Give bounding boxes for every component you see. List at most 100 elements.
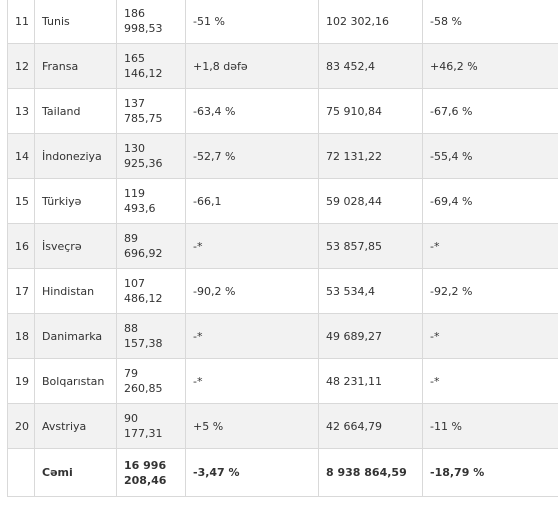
value1-line: 137 (124, 97, 145, 110)
change2-cell: -11 % (422, 403, 558, 449)
table-row: 18 Danimarka 88 157,38 -* 49 689,27 -* (7, 313, 558, 359)
value1-line: 785,75 (124, 112, 163, 125)
total-value1-cell: 16 996 208,46 (116, 448, 186, 497)
total-change1-cell: -3,47 % (185, 448, 319, 497)
value1-line: 146,12 (124, 67, 163, 80)
value1-line: 486,12 (124, 292, 163, 305)
value1-line: 260,85 (124, 382, 163, 395)
value2-cell: 53 534,4 (318, 268, 423, 314)
country-cell: Hindistan (34, 268, 117, 314)
value1-cell: 186 998,53 (116, 0, 186, 44)
rank-cell: 17 (7, 268, 35, 314)
value1-line: 186 (124, 7, 145, 20)
change2-cell: -69,4 % (422, 178, 558, 224)
value2-cell: 102 302,16 (318, 0, 423, 44)
total-row: Cəmi 16 996 208,46 -3,47 % 8 938 864,59 -… (7, 448, 558, 497)
value1-line: 90 (124, 412, 138, 425)
change1-cell: -* (185, 223, 319, 269)
value1-line: 998,53 (124, 22, 163, 35)
change2-cell: -58 % (422, 0, 558, 44)
table-row: 14 İndoneziya 130 925,36 -52,7 % 72 131,2… (7, 133, 558, 179)
change1-cell: -66,1 (185, 178, 319, 224)
table-row: 15 Türkiyə 119 493,6 -66,1 59 028,44 -69,… (7, 178, 558, 224)
rank-cell: 15 (7, 178, 35, 224)
table-row: 20 Avstriya 90 177,31 +5 % 42 664,79 -11 … (7, 403, 558, 449)
value2-cell: 83 452,4 (318, 43, 423, 89)
value1-line: 79 (124, 367, 138, 380)
value1-line: 925,36 (124, 157, 163, 170)
country-cell: Avstriya (34, 403, 117, 449)
value1-cell: 107 486,12 (116, 268, 186, 314)
value1-cell: 88 157,38 (116, 313, 186, 359)
value1-cell: 90 177,31 (116, 403, 186, 449)
table-row: 16 İsveçrə 89 696,92 -* 53 857,85 -* (7, 223, 558, 269)
change1-cell: +5 % (185, 403, 319, 449)
total-change2-cell: -18,79 % (422, 448, 558, 497)
value1-line: 165 (124, 52, 145, 65)
change1-cell: -52,7 % (185, 133, 319, 179)
table-row: 11 Tunis 186 998,53 -51 % 102 302,16 -58 … (7, 0, 558, 44)
change1-cell: +1,8 dəfə (185, 43, 319, 89)
change1-cell: -90,2 % (185, 268, 319, 314)
table-row: 13 Tailand 137 785,75 -63,4 % 75 910,84 -… (7, 88, 558, 134)
table-row: 17 Hindistan 107 486,12 -90,2 % 53 534,4 … (7, 268, 558, 314)
statistics-table: 11 Tunis 186 998,53 -51 % 102 302,16 -58 … (7, 0, 558, 497)
change1-cell: -* (185, 358, 319, 404)
value2-cell: 75 910,84 (318, 88, 423, 134)
value1-line: 177,31 (124, 427, 163, 440)
change2-cell: -67,6 % (422, 88, 558, 134)
value1-line: 107 (124, 277, 145, 290)
value1-line: 88 (124, 322, 138, 335)
rank-cell: 11 (7, 0, 35, 44)
value1-line: 16 996 (124, 458, 167, 472)
value1-line: 157,38 (124, 337, 163, 350)
rank-cell (7, 448, 35, 497)
country-cell: Türkiyə (34, 178, 117, 224)
table-row: 19 Bolqarıstan 79 260,85 -* 48 231,11 -* (7, 358, 558, 404)
change1-cell: -* (185, 313, 319, 359)
total-value2-cell: 8 938 864,59 (318, 448, 423, 497)
rank-cell: 14 (7, 133, 35, 179)
value1-line: 208,46 (124, 473, 167, 487)
value2-cell: 59 028,44 (318, 178, 423, 224)
country-cell: Danimarka (34, 313, 117, 359)
change2-cell: -* (422, 223, 558, 269)
change1-cell: -63,4 % (185, 88, 319, 134)
value1-cell: 79 260,85 (116, 358, 186, 404)
rank-cell: 20 (7, 403, 35, 449)
country-cell: İsveçrə (34, 223, 117, 269)
change1-cell: -51 % (185, 0, 319, 44)
value1-line: 119 (124, 187, 145, 200)
change2-cell: -* (422, 313, 558, 359)
value2-cell: 42 664,79 (318, 403, 423, 449)
value1-cell: 137 785,75 (116, 88, 186, 134)
country-cell: Bolqarıstan (34, 358, 117, 404)
change2-cell: -55,4 % (422, 133, 558, 179)
value1-line: 130 (124, 142, 145, 155)
value2-cell: 72 131,22 (318, 133, 423, 179)
change2-cell: +46,2 % (422, 43, 558, 89)
country-cell: Tunis (34, 0, 117, 44)
country-cell: Tailand (34, 88, 117, 134)
value1-cell: 165 146,12 (116, 43, 186, 89)
rank-cell: 19 (7, 358, 35, 404)
country-cell: İndoneziya (34, 133, 117, 179)
table-body: 11 Tunis 186 998,53 -51 % 102 302,16 -58 … (7, 0, 558, 497)
value2-cell: 48 231,11 (318, 358, 423, 404)
value1-line: 696,92 (124, 247, 163, 260)
total-label-cell: Cəmi (34, 448, 117, 497)
table-row: 12 Fransa 165 146,12 +1,8 dəfə 83 452,4 +… (7, 43, 558, 89)
rank-cell: 18 (7, 313, 35, 359)
rank-cell: 16 (7, 223, 35, 269)
country-cell: Fransa (34, 43, 117, 89)
value2-cell: 49 689,27 (318, 313, 423, 359)
value1-line: 89 (124, 232, 138, 245)
value1-cell: 130 925,36 (116, 133, 186, 179)
value1-cell: 89 696,92 (116, 223, 186, 269)
change2-cell: -92,2 % (422, 268, 558, 314)
value1-cell: 119 493,6 (116, 178, 186, 224)
rank-cell: 12 (7, 43, 35, 89)
rank-cell: 13 (7, 88, 35, 134)
value1-line: 493,6 (124, 202, 156, 215)
value2-cell: 53 857,85 (318, 223, 423, 269)
